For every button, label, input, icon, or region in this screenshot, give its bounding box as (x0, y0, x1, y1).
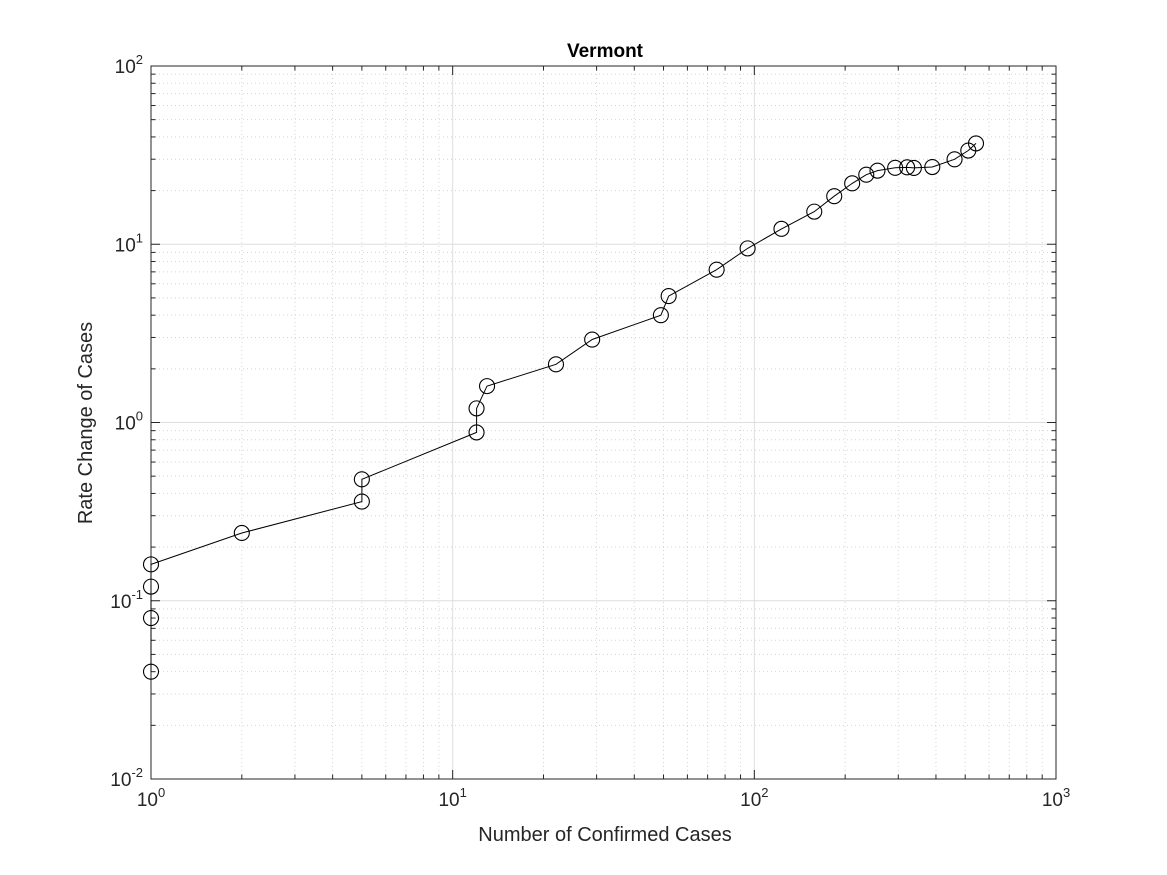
data-point-marker (584, 331, 601, 348)
y-tick-label: 102 (115, 52, 143, 78)
data-point-marker (468, 400, 485, 417)
data-point-marker (826, 188, 843, 205)
x-tick-labels: 100 101 102 103 (137, 785, 1070, 811)
x-tick-label: 103 (1042, 785, 1070, 811)
data-point-marker (773, 220, 790, 237)
data-point-marker (142, 556, 160, 573)
x-tick-label: 102 (740, 785, 768, 811)
data-point-marker (806, 203, 823, 220)
data-point-marker (353, 471, 370, 488)
y-tick-label: 101 (115, 230, 143, 256)
data-point-marker (468, 424, 485, 441)
data-point-marker (660, 288, 677, 305)
x-axis-label: Number of Confirmed Cases (478, 824, 731, 846)
x-tick-label: 100 (137, 785, 165, 811)
data-point-marker (924, 158, 941, 176)
data-point-marker (905, 159, 922, 176)
grid (150, 65, 1057, 780)
data-point-marker (739, 240, 756, 257)
data-point-marker (858, 166, 875, 183)
series (142, 135, 985, 680)
chart-title: Vermont (567, 41, 644, 62)
data-point-marker (547, 356, 565, 373)
data-point-marker (844, 175, 861, 192)
y-tick-label: 100 (115, 409, 143, 435)
data-point-marker (652, 307, 669, 324)
data-point-marker (887, 159, 904, 176)
data-point-marker (946, 151, 963, 168)
series-line (150, 143, 977, 672)
data-point-marker (478, 378, 496, 395)
data-point-marker (869, 162, 886, 179)
data-point-marker (233, 524, 250, 542)
data-point-marker (899, 159, 916, 176)
y-tick-labels: 10-2 10-1 100 101 102 (110, 52, 143, 791)
data-point-marker (967, 135, 985, 152)
y-tick-label: 10-1 (110, 587, 143, 613)
y-axis-label: Rate Change of Cases (75, 322, 97, 524)
x-tick-label: 101 (438, 785, 466, 811)
y-tick-label: 10-2 (110, 765, 143, 791)
data-point-marker (353, 493, 370, 510)
axis-ticks (150, 65, 1057, 780)
data-point-marker (142, 578, 160, 595)
data-point-marker (142, 663, 160, 680)
data-point-marker (708, 261, 725, 278)
data-point-marker (142, 609, 160, 627)
